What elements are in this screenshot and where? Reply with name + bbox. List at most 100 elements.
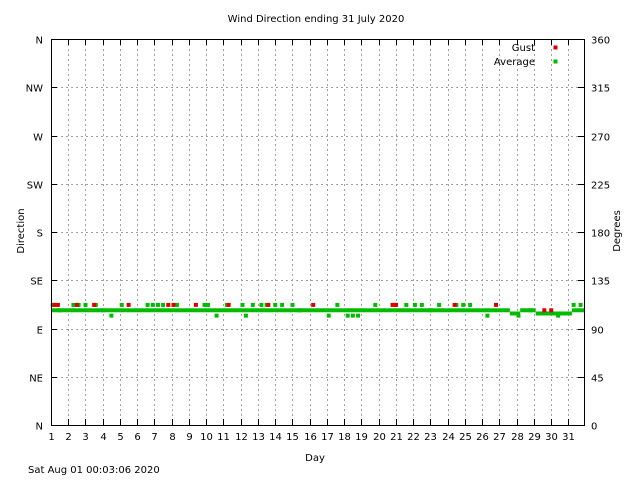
x-tick-label: 4 xyxy=(100,432,106,443)
average-band xyxy=(520,308,536,313)
y-tick-label-left: SW xyxy=(27,181,43,192)
x-tick-label: 22 xyxy=(407,432,420,443)
gust-point xyxy=(171,302,176,307)
average-point xyxy=(437,302,442,307)
gust-point xyxy=(126,302,131,307)
average-point xyxy=(214,313,219,318)
y-tick-label-right: 45 xyxy=(591,374,604,385)
average-point xyxy=(202,302,207,307)
average-point xyxy=(83,302,88,307)
gust-point xyxy=(52,302,57,307)
gust-point xyxy=(494,302,499,307)
y-tick-label-right: 360 xyxy=(591,36,610,47)
gust-point xyxy=(390,302,395,307)
legend-label-average: Average xyxy=(494,57,535,68)
legend: Gust Average xyxy=(494,43,558,68)
x-tick-label: 29 xyxy=(528,432,541,443)
average-point xyxy=(100,308,105,313)
y-tick-label-left: SE xyxy=(30,277,43,288)
x-tick-label: 30 xyxy=(545,432,558,443)
average-point xyxy=(145,302,150,307)
average-band xyxy=(535,311,572,316)
average-point xyxy=(335,302,340,307)
x-tick-label: 21 xyxy=(390,432,403,443)
gust-point xyxy=(542,308,547,313)
legend-marker-gust xyxy=(553,45,558,50)
x-tick-label: 24 xyxy=(442,432,455,443)
x-tick-label: 23 xyxy=(424,432,437,443)
y-tick-label-right: 135 xyxy=(591,277,610,288)
x-tick-label: 13 xyxy=(252,432,265,443)
average-point xyxy=(297,308,302,313)
average-point xyxy=(578,302,583,307)
x-tick-label: 6 xyxy=(134,432,140,443)
timestamp-footer: Sat Aug 01 00:03:06 2020 xyxy=(28,465,160,476)
average-point xyxy=(356,313,361,318)
x-tick-label: 7 xyxy=(151,432,157,443)
x-tick-label: 9 xyxy=(186,432,192,443)
average-point xyxy=(57,308,62,313)
x-tick-label: 16 xyxy=(304,432,317,443)
gust-point xyxy=(311,302,316,307)
y-tick-label-left: NW xyxy=(26,84,43,95)
gust-point xyxy=(549,308,554,313)
gust-point xyxy=(393,302,398,307)
y-tick-label-left: S xyxy=(37,229,43,240)
average-point xyxy=(468,302,473,307)
average-series xyxy=(50,302,584,318)
x-tick-label: 15 xyxy=(286,432,299,443)
x-tick-label: 27 xyxy=(493,432,506,443)
y-tick-label-left: W xyxy=(33,133,43,144)
x-tick-label: 26 xyxy=(476,432,489,443)
x-tick-label: 3 xyxy=(82,432,88,443)
x-tick-label: 14 xyxy=(269,432,282,443)
x-tick-label: 12 xyxy=(235,432,248,443)
gust-point xyxy=(92,302,97,307)
y-tick-label-right: 0 xyxy=(591,422,597,433)
average-point xyxy=(373,302,378,307)
y-axis-label-right: Degrees xyxy=(612,210,623,252)
legend-label-gust: Gust xyxy=(512,43,535,54)
chart-title: Wind Direction ending 31 July 2020 xyxy=(228,14,405,25)
x-tick-label: 17 xyxy=(321,432,334,443)
x-tick-label: 5 xyxy=(117,432,123,443)
x-tick-label: 10 xyxy=(200,432,213,443)
y-tick-label-left: N xyxy=(36,36,43,47)
y-tick-label-right: 180 xyxy=(591,229,610,240)
x-tick-label: 20 xyxy=(373,432,386,443)
y-tick-label-left: E xyxy=(37,326,43,337)
average-point xyxy=(516,313,521,318)
gust-point xyxy=(266,302,271,307)
gust-point xyxy=(452,302,457,307)
average-point xyxy=(326,313,331,318)
average-point xyxy=(250,302,255,307)
x-tick-label: 2 xyxy=(65,432,71,443)
average-point xyxy=(240,302,245,307)
average-point xyxy=(243,313,248,318)
average-point xyxy=(280,302,285,307)
y-tick-label-right: 270 xyxy=(591,133,610,144)
average-band xyxy=(571,308,584,313)
average-point xyxy=(350,313,355,318)
average-point xyxy=(461,302,466,307)
grid-lines xyxy=(51,39,584,425)
x-tick-label: 28 xyxy=(511,432,524,443)
x-tick-label: 11 xyxy=(217,432,230,443)
y-tick-label-right: 225 xyxy=(591,181,610,192)
x-tick-label: 31 xyxy=(562,432,575,443)
x-axis-label: Day xyxy=(305,453,325,464)
average-point xyxy=(404,302,409,307)
y-tick-label-left: NE xyxy=(29,374,43,385)
gust-point xyxy=(74,302,79,307)
average-point xyxy=(71,302,76,307)
average-point xyxy=(205,302,210,307)
average-point xyxy=(485,313,490,318)
average-point xyxy=(290,302,295,307)
average-point xyxy=(571,302,576,307)
gust-point xyxy=(166,302,171,307)
gust-point xyxy=(193,302,198,307)
gust-point xyxy=(226,302,231,307)
average-point xyxy=(556,313,561,318)
average-point xyxy=(528,308,533,313)
